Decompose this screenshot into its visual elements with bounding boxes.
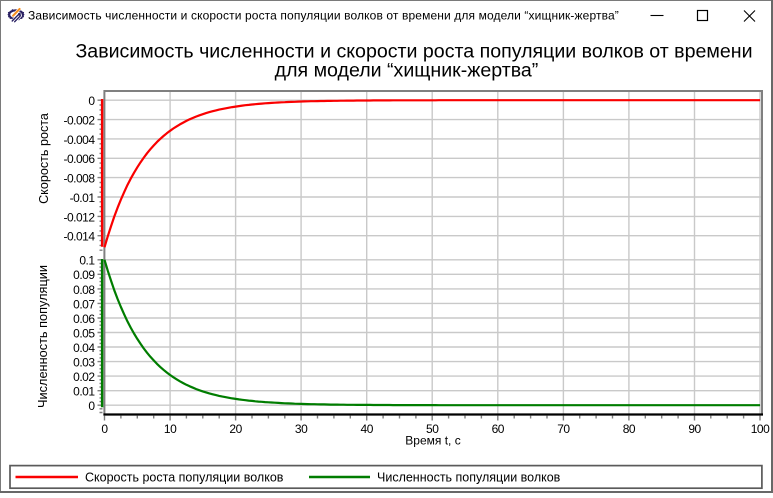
svg-text:-0.01: -0.01: [70, 191, 96, 205]
svg-text:90: 90: [688, 422, 701, 436]
svg-text:-0.008: -0.008: [63, 172, 95, 186]
svg-text:-0.002: -0.002: [63, 114, 95, 128]
svg-text:Численность популяции волков: Численность популяции волков: [377, 471, 561, 485]
svg-text:0.02: 0.02: [73, 370, 95, 384]
svg-text:0: 0: [88, 94, 95, 108]
svg-text:0.03: 0.03: [73, 356, 95, 370]
svg-text:Численность популяции: Численность популяции: [35, 265, 50, 408]
svg-text:0.01: 0.01: [73, 385, 95, 399]
svg-text:Зависимость численности и скор: Зависимость численности и скорости роста…: [75, 41, 752, 63]
svg-text:0.09: 0.09: [73, 268, 95, 282]
svg-text:для модели “хищник-жертва”: для модели “хищник-жертва”: [275, 60, 539, 82]
svg-text:10: 10: [164, 422, 177, 436]
svg-text:60: 60: [492, 422, 505, 436]
svg-text:100: 100: [751, 422, 770, 436]
svg-text:0: 0: [88, 399, 95, 413]
svg-text:Скорость роста популяции волко: Скорость роста популяции волков: [85, 471, 284, 485]
svg-text:20: 20: [229, 422, 242, 436]
svg-text:30: 30: [295, 422, 308, 436]
svg-text:-0.014: -0.014: [63, 230, 95, 244]
svg-text:0.07: 0.07: [73, 297, 95, 311]
svg-text:0.05: 0.05: [73, 326, 95, 340]
svg-text:Зависимость численности и скор: Зависимость численности и скорости роста…: [28, 9, 619, 23]
svg-text:-0.012: -0.012: [63, 210, 95, 224]
svg-text:40: 40: [361, 422, 374, 436]
svg-text:-0.004: -0.004: [63, 133, 95, 147]
svg-text:0.1: 0.1: [79, 254, 95, 268]
svg-text:Скорость роста: Скорость роста: [37, 113, 51, 204]
svg-text:Время t, с: Время t, с: [405, 434, 460, 448]
svg-text:0.04: 0.04: [73, 341, 95, 355]
svg-text:50: 50: [426, 422, 439, 436]
svg-text:0: 0: [101, 422, 108, 436]
svg-text:80: 80: [623, 422, 636, 436]
svg-text:0.06: 0.06: [73, 312, 95, 326]
svg-text:0.08: 0.08: [73, 283, 95, 297]
svg-text:70: 70: [557, 422, 570, 436]
svg-text:-0.006: -0.006: [63, 152, 95, 166]
